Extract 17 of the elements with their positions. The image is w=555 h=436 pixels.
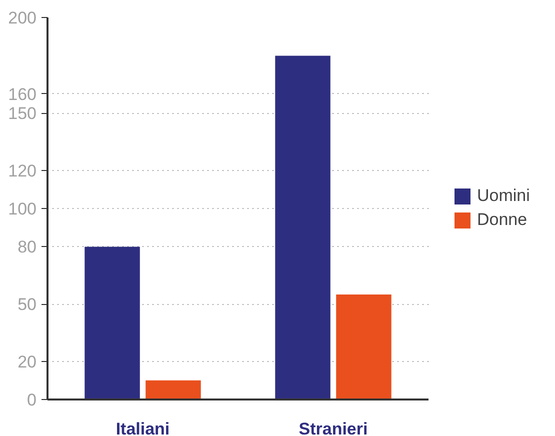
y-tick-label: 80 <box>18 238 37 257</box>
x-tick-label: Stranieri <box>298 420 368 436</box>
y-tick-label: 160 <box>8 84 37 104</box>
y-tick-label: 200 <box>8 8 37 28</box>
x-tick-label: Italiani <box>116 420 170 436</box>
y-tick-label: 150 <box>8 104 37 123</box>
y-tick-label: 20 <box>18 352 37 372</box>
legend-label: Uomini <box>477 186 530 206</box>
legend-label: Donne <box>477 210 528 230</box>
y-tick-label: 100 <box>8 200 37 218</box>
bar <box>336 294 392 400</box>
bar <box>84 246 140 400</box>
y-tick-label: 50 <box>18 295 37 314</box>
y-tick-label: 120 <box>8 161 37 180</box>
bar <box>275 56 330 400</box>
bar <box>146 380 201 400</box>
y-tick-label: 0 <box>27 390 37 410</box>
